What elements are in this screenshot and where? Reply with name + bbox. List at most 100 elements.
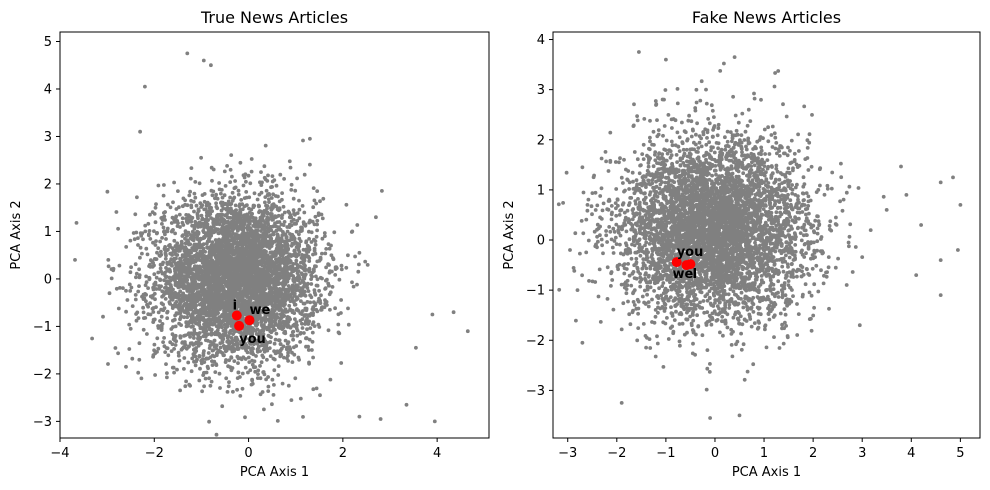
data-point [267, 286, 272, 291]
data-point [244, 179, 248, 184]
data-point [190, 314, 195, 319]
data-point [219, 201, 223, 205]
data-point [356, 269, 361, 274]
data-point [127, 322, 132, 327]
data-point [159, 326, 164, 331]
data-point [269, 264, 274, 269]
data-point [137, 357, 142, 362]
data-point [262, 323, 266, 327]
data-point [309, 240, 314, 244]
data-point [200, 279, 205, 283]
data-point [225, 390, 230, 394]
data-point [203, 319, 207, 324]
data-point [134, 230, 139, 235]
data-point [188, 176, 193, 181]
data-point [259, 235, 263, 239]
data-point [225, 244, 230, 248]
data-point [315, 228, 319, 233]
data-point [252, 223, 257, 228]
data-point [193, 363, 198, 368]
data-point [240, 371, 245, 376]
data-point [243, 346, 248, 351]
data-point [136, 236, 140, 241]
data-point [148, 301, 153, 305]
data-point [301, 292, 306, 297]
data-point [311, 205, 316, 210]
data-point [266, 375, 270, 379]
data-point [203, 249, 208, 254]
data-point [310, 307, 315, 311]
data-point [199, 341, 203, 346]
data-point [215, 272, 220, 277]
data-point [183, 236, 187, 241]
data-point [192, 319, 197, 323]
data-point [281, 344, 286, 349]
data-point [156, 246, 161, 251]
data-point [225, 164, 230, 168]
data-point [161, 340, 166, 344]
data-point [140, 251, 144, 256]
data-point [183, 302, 188, 306]
data-point [197, 254, 202, 258]
data-point [217, 289, 222, 294]
data-point [301, 266, 306, 271]
data-point [267, 241, 271, 246]
data-point [287, 159, 292, 164]
data-point [152, 291, 157, 296]
data-point [272, 284, 276, 288]
data-point [293, 317, 297, 321]
data-point [260, 180, 264, 185]
data-point [323, 251, 328, 256]
data-point [190, 247, 195, 252]
data-point [222, 309, 226, 313]
data-point [266, 173, 270, 178]
data-point [170, 365, 175, 370]
data-point [317, 288, 321, 293]
data-point [183, 333, 188, 338]
data-point [226, 384, 231, 389]
data-point [328, 307, 332, 312]
data-point [213, 196, 217, 201]
data-point [283, 244, 287, 249]
data-point [272, 278, 277, 282]
data-point [205, 272, 210, 277]
data-point [132, 237, 137, 242]
data-point [305, 281, 310, 286]
data-point [184, 297, 189, 302]
data-point [291, 196, 296, 201]
data-point [243, 264, 247, 268]
data-point [199, 237, 203, 242]
data-point [284, 249, 289, 254]
data-point [167, 281, 172, 286]
data-point [337, 331, 342, 336]
data-point [236, 233, 241, 238]
data-point [279, 253, 284, 258]
data-point [178, 298, 183, 303]
data-point [238, 202, 242, 207]
data-point [265, 192, 270, 197]
data-point [205, 241, 209, 246]
data-point [116, 306, 121, 311]
data-point [211, 322, 215, 327]
data-point [307, 269, 312, 274]
data-point [312, 198, 317, 203]
data-point [193, 195, 198, 200]
data-point [275, 419, 280, 423]
data-point [286, 383, 291, 388]
data-point [178, 388, 183, 393]
data-point [165, 346, 170, 351]
data-point [259, 295, 264, 300]
data-point [265, 210, 270, 215]
data-point [173, 275, 178, 280]
data-point [217, 187, 222, 192]
data-point [212, 342, 217, 347]
data-point [208, 383, 213, 388]
data-point [211, 348, 216, 352]
data-point [273, 337, 278, 342]
data-point [321, 196, 326, 201]
data-point [282, 177, 286, 181]
data-point [187, 193, 192, 198]
data-point [227, 331, 232, 335]
data-point [173, 324, 178, 329]
data-point [204, 334, 208, 339]
